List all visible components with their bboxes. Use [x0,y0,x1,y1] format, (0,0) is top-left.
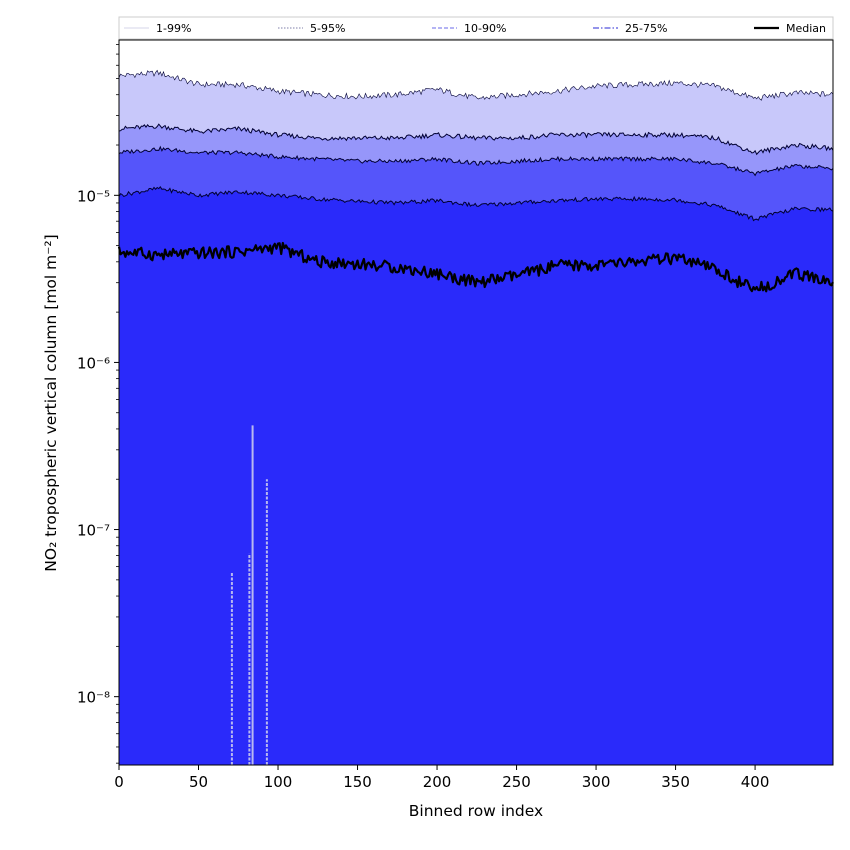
band-fill-25-75% [119,186,833,766]
x-tick-label: 50 [189,773,208,791]
x-axis: 0 50 100 150 200 250 300 350 400 [114,765,769,791]
y-tick-label: 10⁻⁷ [77,522,110,540]
band-edge-25-75% [118,185,834,222]
y-tick-label: 10⁻⁸ [77,689,110,707]
legend-label: 10-90% [464,22,506,35]
y-tick-label: 10⁻⁶ [77,354,110,372]
legend-label: 25-75% [625,22,667,35]
legend-label: 1-99% [156,22,191,35]
plot-area [117,39,834,766]
y-axis: 10⁻⁸ 10⁻⁷ 10⁻⁶ 10⁻⁵ [77,43,119,764]
x-tick-label: 400 [741,773,770,791]
x-tick-label: 250 [502,773,531,791]
x-tick-label: 300 [582,773,611,791]
y-axis-label: NO₂ tropospheric vertical column [mol m⁻… [42,234,60,571]
x-tick-label: 100 [264,773,293,791]
band-edge-1-99% [118,69,834,101]
legend-label: Median [786,22,826,35]
legend-label: 5-95% [310,22,345,35]
x-tick-label: 350 [661,773,690,791]
band-edge-5-95% [118,123,834,156]
x-tick-label: 150 [343,773,372,791]
x-tick-label: 200 [423,773,452,791]
band-edge-10-90% [118,145,834,177]
y-tick-label: 10⁻⁵ [77,187,110,205]
legend: 1-99% 5-95% 10-90% 25-75% Median [118,16,834,40]
x-axis-label: Binned row index [409,802,543,820]
legend-box [118,16,834,40]
plot-frame [118,39,834,766]
median-line [117,241,834,293]
x-tick-label: 0 [114,773,124,791]
